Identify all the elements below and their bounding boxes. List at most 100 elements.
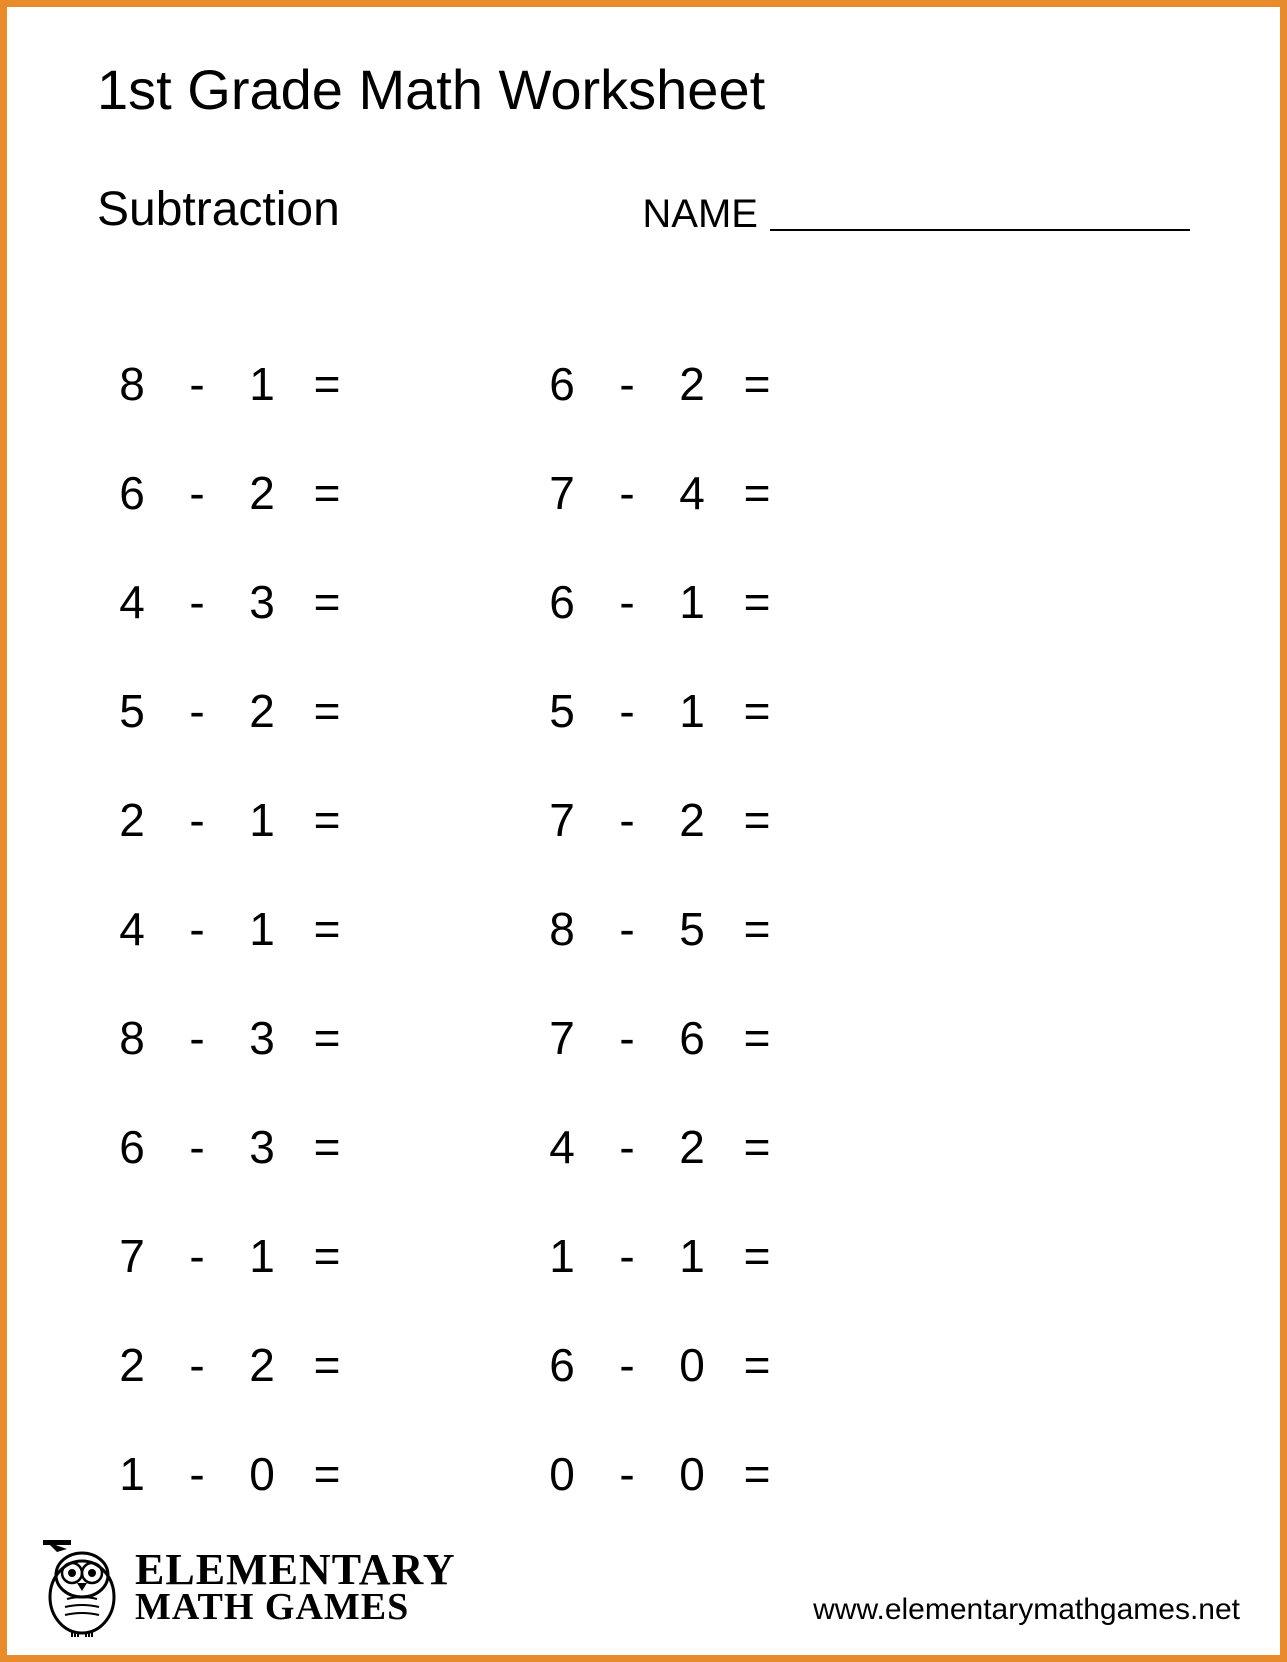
left-column: 8-1=6-2=4-3=5-2=2-1=4-1=8-3=6-3=7-1=2-2=… xyxy=(97,357,357,1501)
operand-a: 6 xyxy=(97,1120,167,1174)
equals-sign: = xyxy=(727,1011,787,1065)
owl-icon xyxy=(37,1537,127,1637)
equals-sign: = xyxy=(727,793,787,847)
name-blank-line[interactable] xyxy=(770,229,1190,231)
operand-b: 0 xyxy=(657,1447,727,1501)
operand-b: 1 xyxy=(657,575,727,629)
page-title: 1st Grade Math Worksheet xyxy=(97,57,1230,122)
problem-row: 8-5= xyxy=(527,902,787,956)
name-field: NAME xyxy=(642,192,1190,237)
operand-a: 8 xyxy=(527,902,597,956)
equals-sign: = xyxy=(297,466,357,520)
minus-operator: - xyxy=(597,466,657,520)
worksheet-frame: 1st Grade Math Worksheet Subtraction NAM… xyxy=(0,0,1287,1662)
subheader: Subtraction NAME xyxy=(97,182,1190,237)
operand-a: 5 xyxy=(97,684,167,738)
operand-a: 6 xyxy=(527,1338,597,1392)
problem-row: 4-2= xyxy=(527,1120,787,1174)
operand-b: 1 xyxy=(227,902,297,956)
minus-operator: - xyxy=(597,575,657,629)
minus-operator: - xyxy=(167,575,227,629)
operand-a: 8 xyxy=(97,1011,167,1065)
problem-row: 5-2= xyxy=(97,684,357,738)
operand-a: 4 xyxy=(97,575,167,629)
equals-sign: = xyxy=(727,357,787,411)
equals-sign: = xyxy=(297,575,357,629)
minus-operator: - xyxy=(597,1120,657,1174)
problem-row: 0-0= xyxy=(527,1447,787,1501)
equals-sign: = xyxy=(297,1120,357,1174)
minus-operator: - xyxy=(597,357,657,411)
operand-b: 1 xyxy=(227,1229,297,1283)
operand-b: 2 xyxy=(227,1338,297,1392)
operand-a: 4 xyxy=(97,902,167,956)
equals-sign: = xyxy=(297,793,357,847)
minus-operator: - xyxy=(597,793,657,847)
problem-row: 6-2= xyxy=(527,357,787,411)
operand-a: 7 xyxy=(527,466,597,520)
equals-sign: = xyxy=(297,684,357,738)
operand-a: 7 xyxy=(97,1229,167,1283)
minus-operator: - xyxy=(167,1120,227,1174)
problem-row: 4-1= xyxy=(97,902,357,956)
operand-b: 0 xyxy=(657,1338,727,1392)
operand-b: 2 xyxy=(657,357,727,411)
problem-row: 8-1= xyxy=(97,357,357,411)
equals-sign: = xyxy=(727,902,787,956)
operand-b: 5 xyxy=(657,902,727,956)
operand-b: 1 xyxy=(657,684,727,738)
logo-line2: MATH GAMES xyxy=(135,1590,456,1624)
problem-row: 7-2= xyxy=(527,793,787,847)
logo: ELEMENTARY MATH GAMES xyxy=(37,1537,456,1637)
equals-sign: = xyxy=(297,1229,357,1283)
logo-text: ELEMENTARY MATH GAMES xyxy=(135,1550,456,1624)
operand-a: 0 xyxy=(527,1447,597,1501)
equals-sign: = xyxy=(297,357,357,411)
minus-operator: - xyxy=(167,1229,227,1283)
problem-row: 7-1= xyxy=(97,1229,357,1283)
minus-operator: - xyxy=(597,902,657,956)
operand-a: 4 xyxy=(527,1120,597,1174)
operand-a: 5 xyxy=(527,684,597,738)
operand-a: 7 xyxy=(527,1011,597,1065)
operand-b: 3 xyxy=(227,1120,297,1174)
problem-row: 2-2= xyxy=(97,1338,357,1392)
equals-sign: = xyxy=(727,1229,787,1283)
operand-a: 2 xyxy=(97,793,167,847)
operand-b: 3 xyxy=(227,1011,297,1065)
minus-operator: - xyxy=(167,793,227,847)
operand-b: 4 xyxy=(657,466,727,520)
equals-sign: = xyxy=(727,684,787,738)
problem-row: 6-2= xyxy=(97,466,357,520)
minus-operator: - xyxy=(167,357,227,411)
operand-b: 2 xyxy=(227,466,297,520)
minus-operator: - xyxy=(167,1338,227,1392)
minus-operator: - xyxy=(597,1229,657,1283)
problem-columns: 8-1=6-2=4-3=5-2=2-1=4-1=8-3=6-3=7-1=2-2=… xyxy=(97,357,1230,1501)
problem-row: 6-3= xyxy=(97,1120,357,1174)
equals-sign: = xyxy=(297,1011,357,1065)
operand-b: 2 xyxy=(657,1120,727,1174)
minus-operator: - xyxy=(167,1011,227,1065)
operand-b: 3 xyxy=(227,575,297,629)
operand-a: 6 xyxy=(527,575,597,629)
problem-row: 5-1= xyxy=(527,684,787,738)
problem-row: 7-4= xyxy=(527,466,787,520)
minus-operator: - xyxy=(167,466,227,520)
problem-row: 1-0= xyxy=(97,1447,357,1501)
operand-b: 1 xyxy=(657,1229,727,1283)
minus-operator: - xyxy=(167,902,227,956)
problem-row: 6-0= xyxy=(527,1338,787,1392)
equals-sign: = xyxy=(727,575,787,629)
equals-sign: = xyxy=(297,1447,357,1501)
minus-operator: - xyxy=(597,1011,657,1065)
operand-b: 2 xyxy=(657,793,727,847)
footer-url: www.elementarymathgames.net xyxy=(813,1593,1240,1627)
equals-sign: = xyxy=(727,466,787,520)
equals-sign: = xyxy=(297,1338,357,1392)
subtitle: Subtraction xyxy=(97,182,340,237)
problem-row: 8-3= xyxy=(97,1011,357,1065)
operand-b: 2 xyxy=(227,684,297,738)
minus-operator: - xyxy=(167,684,227,738)
operand-a: 1 xyxy=(527,1229,597,1283)
